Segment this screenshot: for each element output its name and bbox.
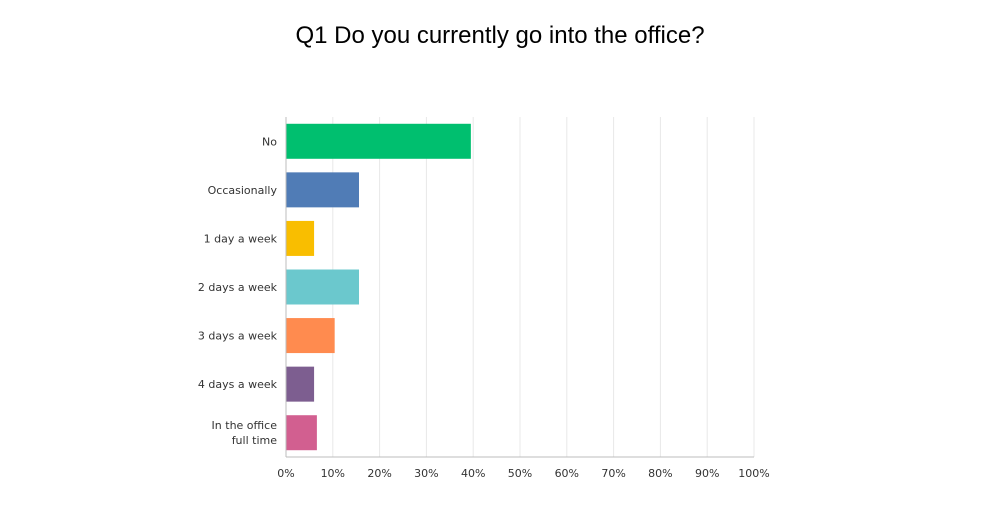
category-label: Occasionally <box>208 184 278 197</box>
category-label: In the office full time <box>212 419 278 447</box>
axes <box>285 117 754 458</box>
x-tick-label: 40% <box>461 467 485 480</box>
bar <box>286 172 360 208</box>
bars <box>286 123 471 451</box>
x-tick-label: 70% <box>601 467 625 480</box>
x-tick-label: 50% <box>508 467 532 480</box>
bar <box>286 366 315 402</box>
x-tick-label: 80% <box>648 467 672 480</box>
category-label: 1 day a week <box>204 232 278 245</box>
bar <box>286 318 335 354</box>
chart-title: Q1 Do you currently go into the office? <box>295 22 705 49</box>
bar <box>286 415 317 451</box>
x-tick-label: 0% <box>277 467 294 480</box>
x-tick-label: 10% <box>321 467 345 480</box>
bar <box>286 123 471 159</box>
x-tick-label: 100% <box>738 467 769 480</box>
bar <box>286 269 360 305</box>
bar <box>286 220 315 256</box>
gridlines <box>332 117 755 457</box>
category-label: 3 days a week <box>198 330 278 343</box>
x-tick-label: 30% <box>414 467 438 480</box>
x-tick-label: 20% <box>367 467 391 480</box>
category-label: 2 days a week <box>198 281 278 294</box>
category-label: 4 days a week <box>198 378 278 391</box>
x-tick-labels: 0% 10% 20% 30% 40% 50% 60% 70% 80% 90% 100% <box>277 467 769 480</box>
category-labels: No Occasionally 1 day a week 2 days a week 3… <box>198 135 278 447</box>
x-tick-label: 90% <box>695 467 719 480</box>
category-label: No <box>262 135 277 148</box>
x-tick-label: 60% <box>555 467 579 480</box>
